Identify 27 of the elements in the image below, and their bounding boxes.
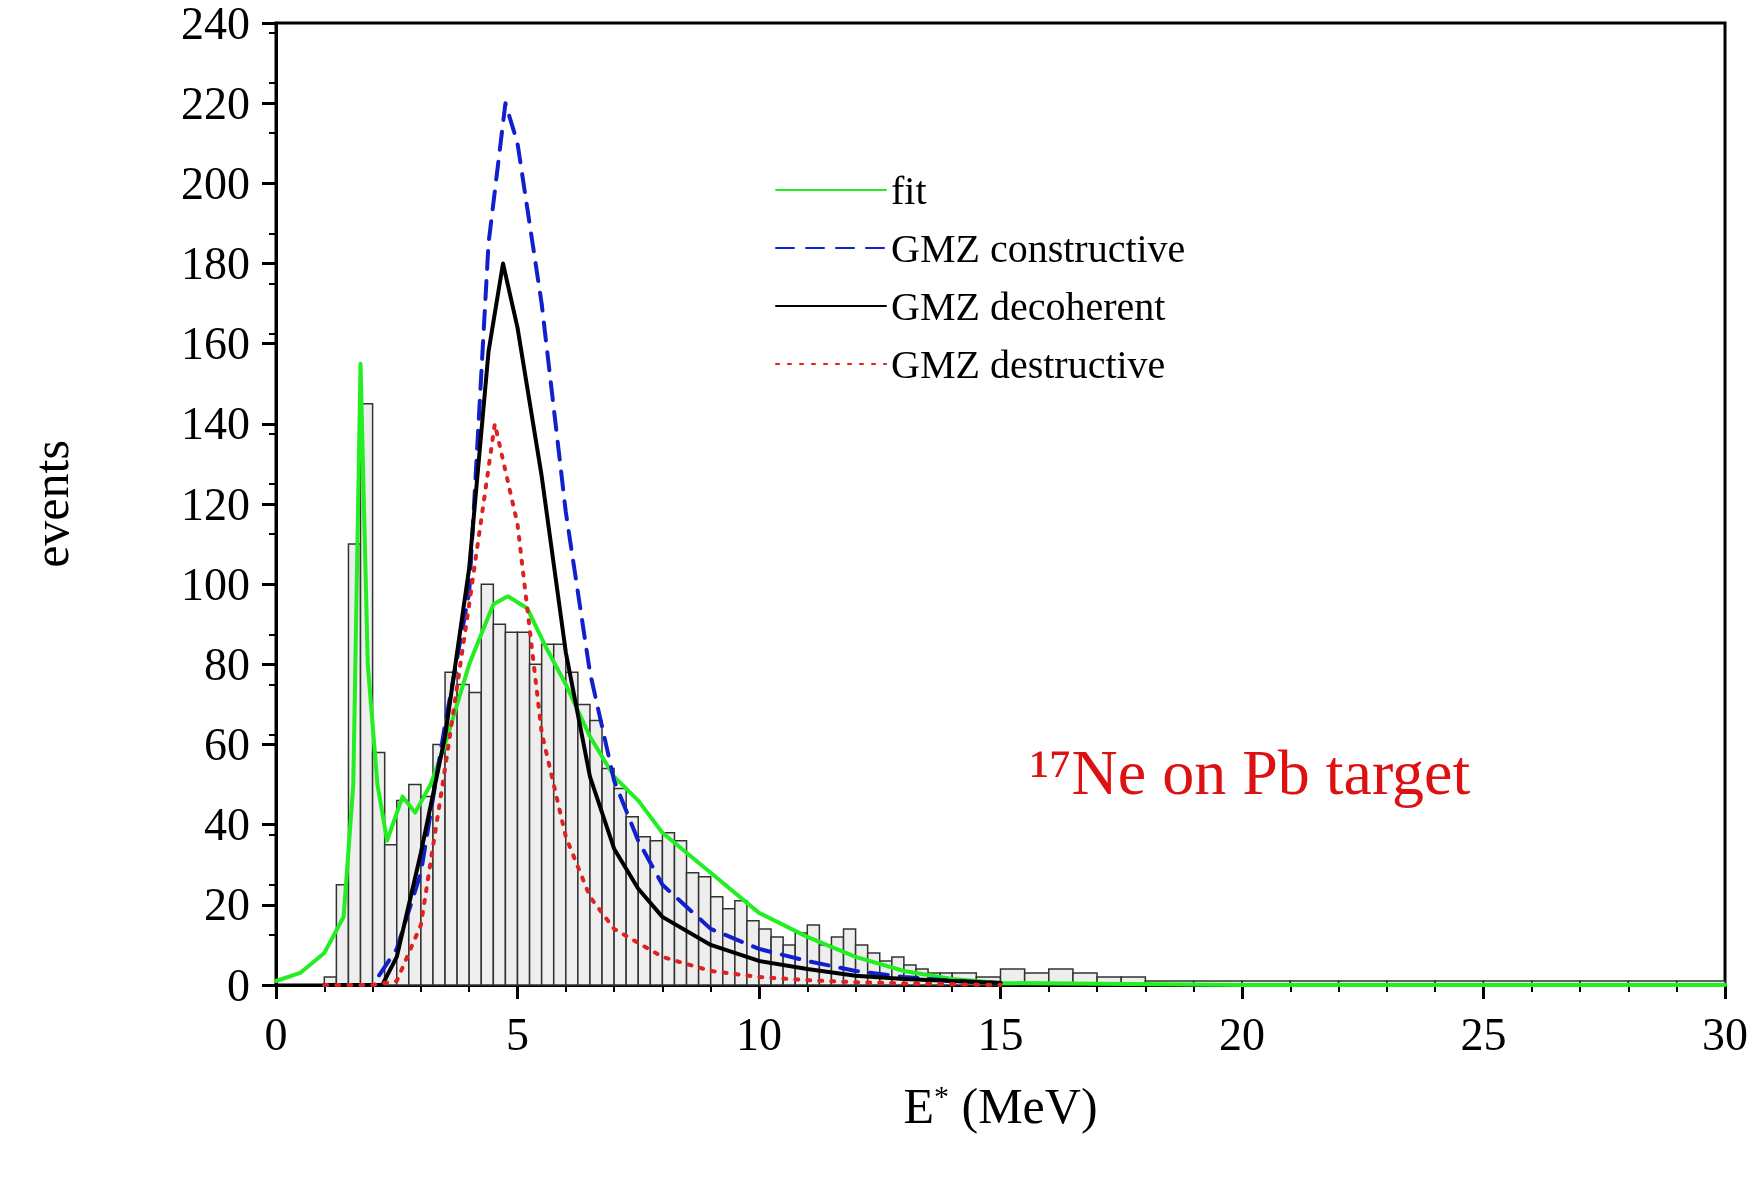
x-tick-label: 25: [1460, 1008, 1507, 1060]
y-tick-label: 240: [181, 0, 250, 49]
y-tick-label: 20: [204, 879, 250, 931]
y-tick-label: 140: [181, 398, 250, 450]
y-tick-label: 40: [204, 799, 250, 851]
y-tick-label: 100: [181, 558, 250, 610]
y-tick-label: 160: [181, 318, 250, 370]
y-tick-label: 180: [181, 238, 250, 289]
legend-label: fit: [891, 167, 927, 213]
y-tick-label: 200: [181, 157, 250, 209]
x-tick-label: 10: [736, 1008, 782, 1060]
x-tick-label: 0: [264, 1008, 288, 1060]
legend-label: GMZ decoherent: [891, 283, 1166, 329]
annotation: ¹⁷Ne on Pb target: [1030, 736, 1471, 808]
x-tick-label: 15: [977, 1008, 1024, 1060]
legend-label: GMZ constructive: [891, 225, 1186, 271]
y-tick-label: 0: [227, 959, 250, 1011]
y-tick-label: 80: [204, 638, 250, 690]
y-axis-title: events: [23, 440, 79, 568]
y-tick-label: 220: [181, 77, 250, 129]
legend-label: GMZ destructive: [891, 341, 1166, 387]
x-axis-title: E* (MeV): [903, 1078, 1098, 1134]
x-tick-label: 5: [506, 1008, 529, 1060]
y-tick-label: 120: [181, 478, 250, 530]
x-tick-label: 30: [1702, 1008, 1748, 1060]
x-tick-label: 20: [1219, 1008, 1265, 1060]
y-tick-label: 60: [204, 719, 250, 770]
